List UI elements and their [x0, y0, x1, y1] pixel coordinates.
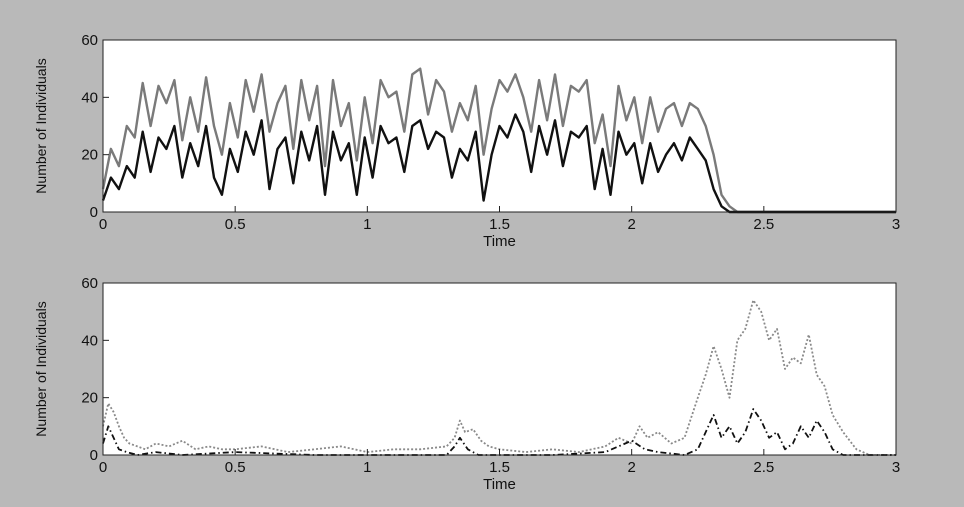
top-x-tick-label: 2 — [627, 216, 635, 233]
bottom-y-tick-label: 0 — [90, 447, 98, 464]
top-x-tick-label: 0.5 — [225, 216, 246, 233]
bottom-x-tick-label: 2 — [627, 459, 635, 476]
top-series-0-line — [101, 67, 896, 214]
bottom-y-tick-label: 20 — [81, 390, 98, 407]
top-y-tick-label: 20 — [81, 147, 98, 164]
bottom-x-tick-label: 1.5 — [489, 459, 510, 476]
top-y-axis-label: Number of Individuals — [33, 58, 49, 193]
top-axes-layer: 0 0.5 1 1.5 2 2.5 3 0 20 40 60 — [81, 32, 900, 233]
bottom-series-layer — [102, 299, 896, 456]
bottom-x-axis-label: Time — [483, 476, 516, 493]
top-series-1-line — [101, 113, 896, 214]
bottom-x-tick-label: 0.5 — [225, 459, 246, 476]
bottom-y-tick-label: 60 — [81, 275, 98, 292]
bottom-panel: 0 0.5 1 1.5 2 2.5 3 0 20 40 60 Time Number of Indi… — [33, 275, 900, 493]
top-y-tick-label: 40 — [81, 89, 98, 106]
top-y-tick-label: 0 — [90, 204, 98, 221]
top-x-tick-label: 1 — [363, 216, 371, 233]
bottom-x-tick-label: 0 — [99, 459, 107, 476]
bottom-x-tick-label: 2.5 — [753, 459, 774, 476]
top-x-axis-label: Time — [483, 233, 516, 250]
top-x-tick-label: 3 — [892, 216, 900, 233]
bottom-x-tick-label: 1 — [363, 459, 371, 476]
bottom-plot-area — [103, 283, 896, 455]
top-x-tick-label: 1.5 — [489, 216, 510, 233]
top-x-tick-label: 0 — [99, 216, 107, 233]
bottom-y-tick-label: 40 — [81, 332, 98, 349]
top-series-layer — [101, 67, 896, 214]
bottom-x-tick-label: 3 — [892, 459, 900, 476]
bottom-y-axis-label: Number of Individuals — [33, 301, 49, 436]
bottom-series-1-line — [102, 408, 896, 456]
top-y-tick-label: 60 — [81, 32, 98, 49]
top-x-tick-label: 2.5 — [753, 216, 774, 233]
top-panel: 0 0.5 1 1.5 2 2.5 3 0 20 40 60 Time Number of Indi… — [33, 32, 900, 250]
bottom-axes-layer: 0 0.5 1 1.5 2 2.5 3 0 20 40 60 — [81, 275, 900, 476]
